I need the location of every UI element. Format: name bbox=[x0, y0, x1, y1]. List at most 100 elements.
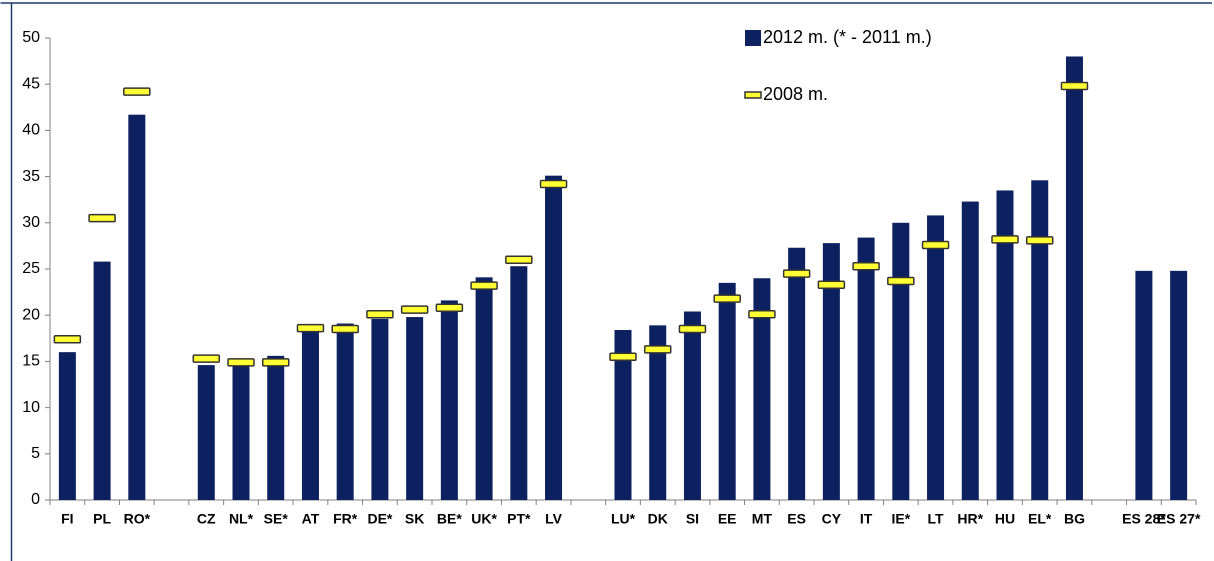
x-tick-label: FR* bbox=[333, 511, 358, 527]
marker bbox=[227, 358, 255, 367]
bar bbox=[510, 266, 528, 500]
y-tick-label: 5 bbox=[31, 445, 40, 462]
y-tick-label: 50 bbox=[22, 29, 40, 46]
marker bbox=[1025, 236, 1054, 245]
bar bbox=[197, 365, 215, 500]
marker bbox=[296, 323, 325, 333]
x-tick-label: LT bbox=[928, 511, 945, 527]
marker bbox=[713, 294, 741, 303]
x-tick-label: EE bbox=[718, 511, 737, 527]
marker bbox=[366, 310, 394, 319]
bar bbox=[93, 261, 111, 500]
legend-label: 2012 m. (* - 2011 m.) bbox=[763, 27, 932, 47]
bar bbox=[301, 329, 319, 500]
x-tick-label: HU bbox=[995, 511, 1015, 527]
y-tick-label: 20 bbox=[22, 306, 40, 323]
bar bbox=[232, 363, 250, 500]
bar bbox=[58, 352, 76, 500]
y-tick-label: 0 bbox=[31, 491, 40, 508]
bar bbox=[857, 237, 875, 501]
bar bbox=[614, 329, 632, 500]
x-tick-label: BE* bbox=[437, 511, 462, 527]
bar bbox=[336, 323, 354, 500]
bar bbox=[406, 317, 424, 500]
marker bbox=[643, 345, 672, 354]
y-tick-label: 25 bbox=[22, 260, 40, 277]
x-tick-label: BG bbox=[1064, 511, 1085, 527]
x-tick-label: NL* bbox=[229, 511, 254, 527]
bar bbox=[753, 278, 771, 500]
x-tick-label: ES 28* bbox=[1122, 511, 1166, 527]
marker bbox=[817, 280, 846, 289]
bar bbox=[545, 175, 563, 500]
bar bbox=[892, 222, 910, 501]
marker bbox=[53, 334, 82, 344]
x-tick-label: DK bbox=[648, 511, 668, 527]
x-tick-label: EL* bbox=[1028, 511, 1052, 527]
x-tick-label: AT bbox=[302, 511, 320, 527]
y-tick-label: 45 bbox=[22, 75, 40, 92]
marker bbox=[435, 303, 464, 313]
marker bbox=[609, 352, 637, 362]
bar bbox=[961, 201, 979, 500]
bar bbox=[371, 318, 389, 500]
marker bbox=[748, 310, 776, 319]
marker bbox=[782, 269, 811, 278]
marker bbox=[921, 240, 950, 250]
x-tick-label: PL bbox=[93, 511, 111, 527]
x-tick-label: LU* bbox=[611, 511, 636, 527]
x-tick-label: ES 27* bbox=[1157, 511, 1201, 527]
bar bbox=[128, 114, 146, 500]
marker bbox=[678, 324, 707, 334]
bar bbox=[440, 300, 458, 500]
x-tick-label: UK* bbox=[471, 511, 497, 527]
x-tick-label: SK bbox=[405, 511, 424, 527]
x-tick-label: CY bbox=[822, 511, 842, 527]
y-tick-label: 10 bbox=[22, 399, 40, 416]
x-tick-label: SI bbox=[686, 511, 699, 527]
x-tick-label: ES bbox=[787, 511, 806, 527]
y-tick-label: 15 bbox=[22, 353, 40, 370]
bar bbox=[1135, 270, 1153, 500]
marker bbox=[88, 213, 116, 223]
marker bbox=[852, 261, 880, 271]
marker bbox=[192, 354, 221, 363]
x-tick-label: HR* bbox=[957, 511, 983, 527]
marker bbox=[123, 87, 151, 96]
marker bbox=[505, 255, 533, 265]
marker bbox=[400, 305, 429, 314]
bar bbox=[927, 215, 945, 500]
x-tick-label: PT* bbox=[507, 511, 531, 527]
legend-swatch bbox=[745, 30, 761, 46]
bar bbox=[1031, 180, 1049, 500]
x-tick-label: DE* bbox=[367, 511, 392, 527]
bar bbox=[649, 325, 667, 500]
marker bbox=[991, 235, 1019, 244]
x-tick-label: MT bbox=[752, 511, 773, 527]
x-tick-label: LV bbox=[545, 511, 563, 527]
bar bbox=[996, 190, 1014, 500]
bar bbox=[683, 311, 701, 500]
x-tick-label: IE* bbox=[891, 511, 910, 527]
bar bbox=[1065, 56, 1083, 500]
marker bbox=[539, 179, 568, 189]
x-tick-label: FI bbox=[61, 511, 73, 527]
y-tick-label: 35 bbox=[22, 168, 40, 185]
marker bbox=[331, 324, 359, 334]
bar bbox=[718, 282, 736, 500]
legend-label: 2008 m. bbox=[763, 84, 828, 104]
y-tick-label: 30 bbox=[22, 214, 40, 231]
x-tick-label: RO* bbox=[124, 511, 151, 527]
bar bbox=[822, 243, 840, 501]
x-tick-label: IT bbox=[860, 511, 873, 527]
marker bbox=[1060, 81, 1089, 91]
marker bbox=[470, 281, 498, 290]
y-tick-label: 40 bbox=[22, 122, 40, 139]
marker bbox=[887, 276, 915, 286]
bar bbox=[1170, 270, 1188, 500]
legend-swatch bbox=[744, 91, 762, 99]
bar bbox=[788, 247, 806, 500]
x-tick-label: SE* bbox=[264, 511, 289, 527]
